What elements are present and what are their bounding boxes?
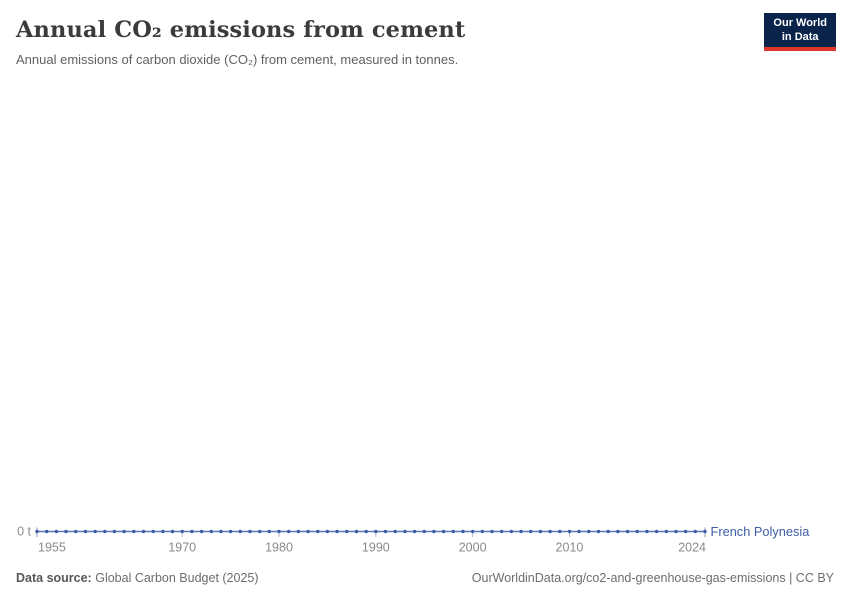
data-point[interactable]: [625, 529, 630, 534]
data-point[interactable]: [45, 529, 49, 534]
data-point[interactable]: [519, 529, 523, 534]
data-point[interactable]: [422, 529, 426, 534]
data-point[interactable]: [180, 529, 184, 534]
data-point[interactable]: [529, 529, 533, 534]
x-axis-tick-label: 1970: [168, 541, 196, 555]
x-axis-tick-label: 2010: [556, 541, 584, 555]
data-point[interactable]: [35, 529, 39, 534]
data-point[interactable]: [354, 529, 359, 534]
data-point[interactable]: [132, 529, 136, 534]
data-point[interactable]: [490, 529, 494, 534]
data-point[interactable]: [190, 529, 194, 534]
data-point[interactable]: [287, 529, 291, 534]
data-point[interactable]: [170, 529, 175, 534]
data-point[interactable]: [383, 529, 388, 534]
x-axis-tick-label: 1980: [265, 541, 293, 555]
data-point[interactable]: [645, 529, 649, 534]
data-point[interactable]: [480, 529, 484, 534]
data-point[interactable]: [267, 529, 271, 534]
data-point[interactable]: [461, 529, 465, 534]
data-point[interactable]: [703, 529, 707, 534]
data-point[interactable]: [374, 529, 378, 534]
data-point[interactable]: [587, 529, 591, 534]
data-source-label: Data source:: [16, 571, 92, 585]
data-source: Data source: Global Carbon Budget (2025): [16, 571, 259, 586]
data-point[interactable]: [441, 529, 446, 534]
data-point[interactable]: [248, 529, 252, 534]
data-point[interactable]: [141, 529, 146, 534]
owid-logo-line2: in Data: [781, 30, 819, 43]
data-point[interactable]: [54, 529, 59, 534]
x-axis-tick-label: 1955: [38, 541, 66, 555]
data-point[interactable]: [616, 529, 620, 534]
data-point[interactable]: [635, 529, 639, 534]
data-point[interactable]: [345, 529, 349, 534]
data-point[interactable]: [122, 529, 126, 534]
data-point[interactable]: [112, 529, 117, 534]
data-point[interactable]: [432, 529, 436, 534]
data-point[interactable]: [509, 529, 514, 534]
data-point[interactable]: [103, 529, 107, 534]
data-point[interactable]: [151, 529, 155, 534]
chart-header: Annual CO₂ emissions from cement Annual …: [16, 15, 740, 68]
data-point[interactable]: [296, 529, 301, 534]
data-point[interactable]: [596, 529, 601, 534]
y-axis-zero-label: 0 t: [17, 525, 31, 539]
data-point[interactable]: [693, 529, 697, 534]
x-axis-tick-label: 2024: [678, 541, 706, 555]
data-point[interactable]: [335, 529, 339, 534]
data-point[interactable]: [451, 529, 455, 534]
data-point[interactable]: [606, 529, 610, 534]
data-point[interactable]: [209, 529, 213, 534]
data-point[interactable]: [403, 529, 407, 534]
data-point[interactable]: [654, 529, 659, 534]
series-label[interactable]: French Polynesia: [711, 524, 811, 539]
data-point[interactable]: [664, 529, 668, 534]
data-point[interactable]: [558, 529, 562, 534]
data-point[interactable]: [364, 529, 368, 534]
data-point[interactable]: [325, 529, 330, 534]
data-point[interactable]: [316, 529, 320, 534]
data-point[interactable]: [674, 529, 678, 534]
data-point[interactable]: [683, 529, 688, 534]
data-point[interactable]: [538, 529, 543, 534]
x-axis-tick-label: 2000: [459, 541, 487, 555]
page-subtitle: Annual emissions of carbon dioxide (CO₂)…: [16, 52, 459, 67]
data-point[interactable]: [74, 529, 78, 534]
data-point[interactable]: [64, 529, 68, 534]
data-point[interactable]: [471, 529, 475, 534]
data-source-value: Global Carbon Budget (2025): [95, 571, 259, 585]
data-point[interactable]: [277, 529, 281, 534]
data-point[interactable]: [577, 529, 581, 534]
data-point[interactable]: [219, 529, 223, 534]
data-point[interactable]: [412, 529, 417, 534]
data-point[interactable]: [567, 529, 572, 534]
x-axis-tick-label: 1990: [362, 541, 390, 555]
data-point[interactable]: [306, 529, 310, 534]
owid-logo[interactable]: Our World in Data: [764, 13, 836, 51]
data-point[interactable]: [93, 529, 97, 534]
attribution-link[interactable]: OurWorldinData.org/co2-and-greenhouse-ga…: [471, 571, 834, 585]
data-point[interactable]: [548, 529, 552, 534]
data-point[interactable]: [258, 529, 262, 534]
data-point[interactable]: [393, 529, 397, 534]
data-point[interactable]: [161, 529, 165, 534]
data-point[interactable]: [199, 529, 204, 534]
data-point[interactable]: [83, 529, 88, 534]
data-point[interactable]: [500, 529, 504, 534]
data-point[interactable]: [228, 529, 233, 534]
chart-footer: Data source: Global Carbon Budget (2025)…: [16, 571, 834, 586]
data-point[interactable]: [238, 529, 242, 534]
owid-logo-line1: Our World: [773, 17, 827, 29]
page-title: Annual CO₂ emissions from cement: [16, 17, 466, 43]
